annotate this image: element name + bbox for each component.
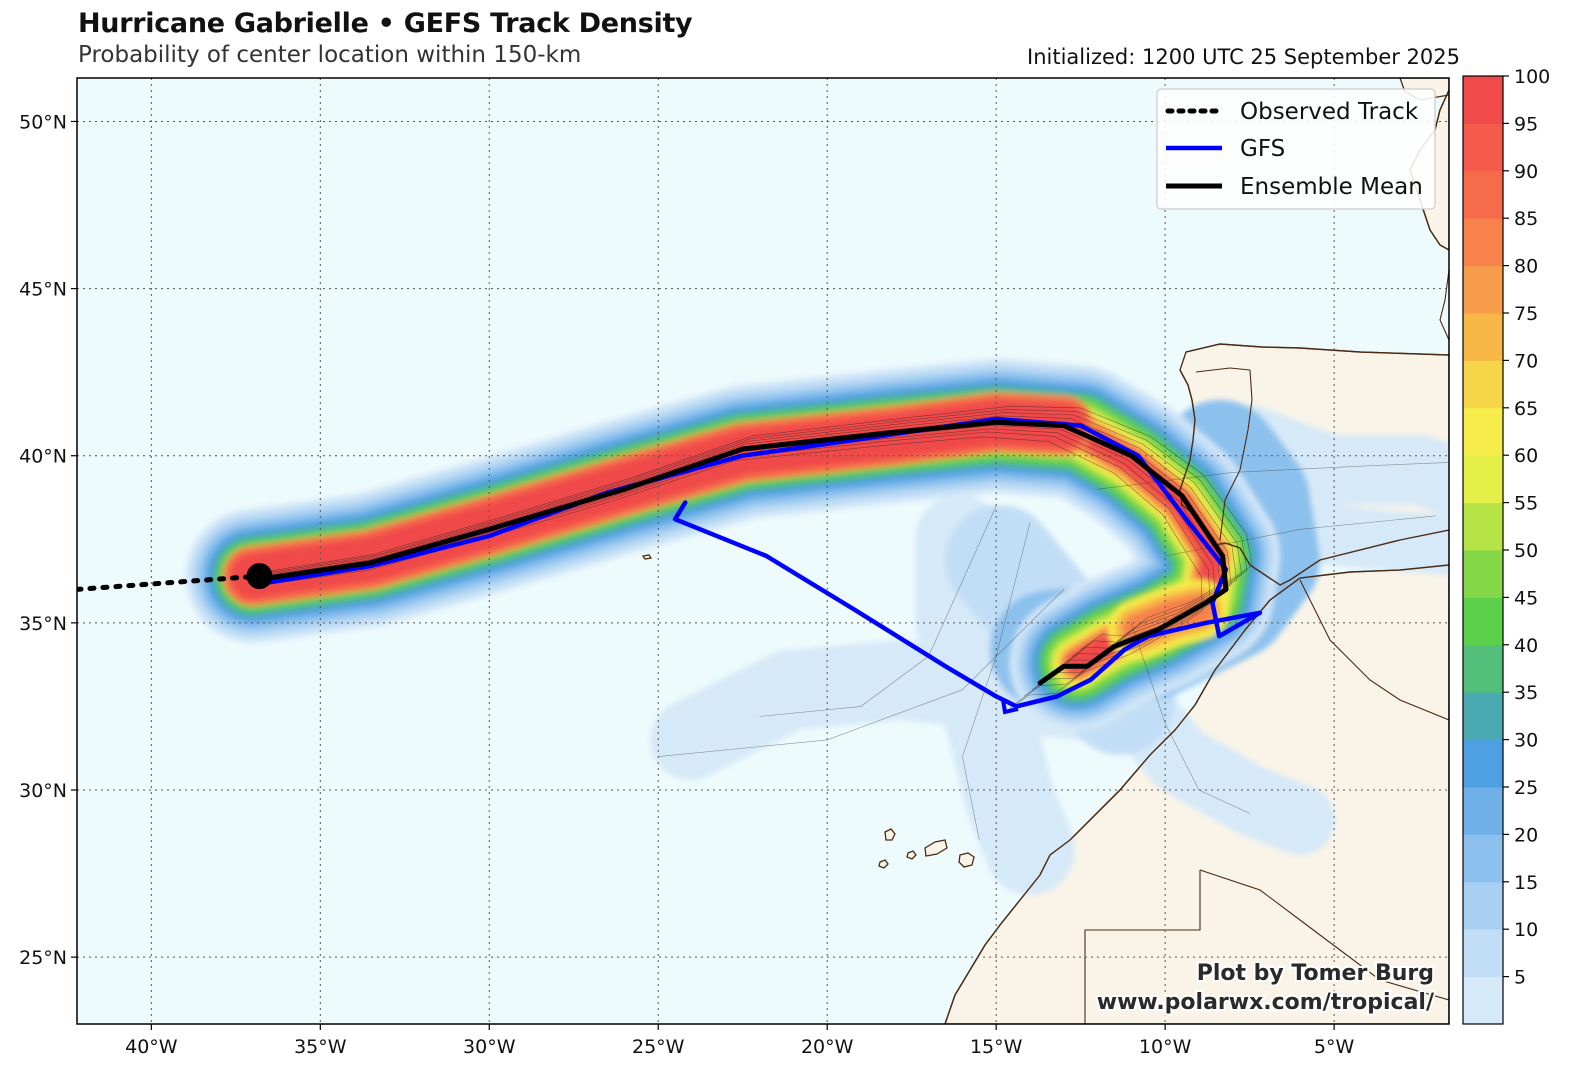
colorbar-segment — [1463, 360, 1503, 409]
chart-title: Hurricane Gabrielle • GEFS Track Density — [78, 8, 693, 39]
colorbar-segment — [1463, 597, 1503, 646]
ensemble-member-line — [1131, 622, 1250, 814]
credit-url: www.polarwx.com/tropical/ — [1097, 990, 1435, 1015]
ensemble-member-line — [962, 522, 1031, 841]
colorbar-tick-label: 35 — [1514, 682, 1538, 704]
colorbar-tick-label: 45 — [1514, 587, 1538, 609]
colorbar-segment — [1463, 739, 1503, 788]
colorbar-tick-label: 70 — [1514, 350, 1538, 372]
lat-lon-gridlines — [77, 78, 1449, 1024]
colorbar-tick-label: 30 — [1514, 730, 1538, 752]
colorbar-tick-label: 85 — [1514, 208, 1538, 230]
legend-box — [1156, 88, 1436, 210]
colorbar-tick-label: 50 — [1514, 540, 1538, 562]
colorbar-segment — [1463, 881, 1503, 930]
colorbar-segment — [1463, 692, 1503, 741]
chart-subtitle: Probability of center location within 15… — [78, 42, 582, 68]
colorbar-segment — [1463, 550, 1503, 598]
colorbar-tick-label: 80 — [1514, 256, 1538, 278]
ensemble-mean-track-line — [257, 419, 1229, 686]
colorbar-segment — [1463, 502, 1503, 551]
colorbar-tick-label: 90 — [1514, 161, 1538, 183]
lat-tick-label: 45°N — [19, 279, 67, 301]
latitude-tick-labels: 50°N 45°N 40°N 35°N 30°N 25°N — [19, 111, 77, 969]
legend-label-mean: Ensemble Mean — [1240, 174, 1423, 200]
colorbar-segment — [1463, 787, 1503, 835]
colorbar-segment — [1463, 265, 1503, 314]
lon-tick-label: 35°W — [294, 1036, 347, 1058]
colorbar-tick-label: 55 — [1514, 493, 1538, 515]
colorbar-segment — [1463, 455, 1503, 504]
lon-tick-label: 15°W — [970, 1036, 1023, 1058]
lat-tick-label: 35°N — [19, 613, 67, 635]
map-frame — [76, 77, 1450, 1025]
colorbar-segment — [1463, 834, 1503, 883]
ensemble-member-line — [658, 589, 1065, 757]
colorbar-tick-label: 10 — [1514, 919, 1538, 941]
ensemble-member-line — [259, 409, 1248, 657]
legend-label-observed: Observed Track — [1240, 99, 1419, 125]
colorbar-tick-label: 20 — [1514, 824, 1538, 846]
colorbar-segment — [1463, 170, 1503, 219]
ensemble-member-line — [259, 436, 1203, 714]
lon-tick-label: 10°W — [1139, 1036, 1192, 1058]
lat-tick-label: 25°N — [19, 947, 67, 969]
colorbar-tick-label: 60 — [1514, 445, 1538, 467]
colorbar-tick-label: 100 — [1514, 66, 1550, 88]
colorbar-segment — [1463, 976, 1503, 1025]
colorbar-tick-label: 75 — [1514, 303, 1538, 325]
lon-tick-label: 25°W — [632, 1036, 685, 1058]
legend-label-gfs: GFS — [1240, 136, 1285, 162]
colorbar-segment — [1463, 218, 1503, 267]
gfs-track-arrowhead — [1001, 699, 1019, 715]
colorbar-tick-label: 5 — [1514, 967, 1526, 989]
country-borders — [1084, 269, 1449, 1024]
colorbar-segment — [1463, 313, 1503, 361]
colorbar-segment — [1463, 407, 1503, 456]
lon-tick-label: 30°W — [463, 1036, 516, 1058]
colorbar-tick-label: 40 — [1514, 635, 1538, 657]
colorbar-tick-label: 25 — [1514, 777, 1538, 799]
gfs-track-line — [263, 416, 1263, 709]
storm-current-position — [246, 563, 273, 590]
ensemble-member-line — [759, 505, 997, 717]
observed-track-line — [77, 573, 262, 592]
colorbar: 5 10 15 20 25 30 35 40 45 50 55 60 65 70 75 80 85 90 95 100 — [1462, 66, 1550, 1025]
colorbar-segment — [1463, 76, 1503, 124]
lat-tick-label: 30°N — [19, 780, 67, 802]
africa-coast — [944, 564, 1449, 1024]
init-time: Initialized: 1200 UTC 25 September 2025 — [1027, 45, 1460, 69]
lon-tick-label: 5°W — [1314, 1036, 1355, 1058]
lon-tick-label: 20°W — [801, 1036, 854, 1058]
credits: Plot by Tomer Burg www.polarwx.com/tropi… — [1095, 959, 1437, 1017]
map-area — [77, 78, 1449, 1024]
ensemble-member-line — [259, 412, 1243, 664]
longitude-tick-labels: 40°W 35°W 30°W 25°W 20°W 15°W 10°W 5°W — [125, 1024, 1355, 1058]
colorbar-segment — [1463, 123, 1503, 172]
colorbar-tick-label: 95 — [1514, 113, 1538, 135]
legend: Observed Track GFS Ensemble Mean — [1156, 88, 1436, 210]
colorbar-segment — [1463, 644, 1503, 693]
colorbar-tick-label: 65 — [1514, 398, 1538, 420]
lat-tick-label: 50°N — [19, 111, 67, 133]
colorbar-segment — [1463, 929, 1503, 978]
lat-tick-label: 40°N — [19, 446, 67, 468]
tracks — [77, 416, 1263, 715]
colorbar-tick-label: 15 — [1514, 872, 1538, 894]
credit-author: Plot by Tomer Burg — [1197, 961, 1434, 986]
lon-tick-label: 40°W — [125, 1036, 178, 1058]
